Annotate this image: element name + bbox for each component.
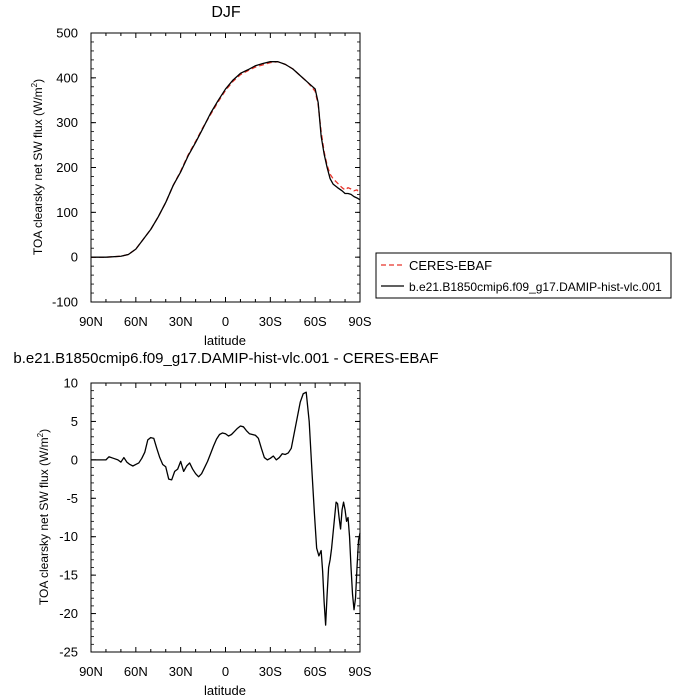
x-axis-label: latitude — [204, 333, 246, 348]
y-axis-label: TOA clearsky net SW flux (W/m2) — [36, 429, 51, 605]
chart-djf-flux: DJF 90N 60N 30N 0 30S 60S 90S -100 0 100 200 300 40… — [30, 4, 372, 348]
chart-title: b.e21.B1850cmip6.f09_g17.DAMIP-hist-vlc.… — [13, 350, 438, 367]
data-lines — [91, 391, 361, 626]
y-tick-label: 0 — [71, 250, 78, 265]
x-tick-label: 90S — [348, 664, 371, 679]
y-tick-label: 400 — [56, 70, 78, 85]
axis-ticks — [90, 32, 361, 303]
y-axis-label-main: TOA clearsky net SW flux (W/m — [31, 87, 45, 255]
y-tick-label: -15 — [59, 568, 78, 583]
chart-difference: b.e21.B1850cmip6.f09_g17.DAMIP-hist-vlc.… — [13, 350, 438, 698]
y-axis-label-close: ) — [37, 429, 51, 433]
x-tick-label: 0 — [222, 664, 229, 679]
y-tick-label: -20 — [59, 606, 78, 621]
y-axis-label-superscript: 2 — [30, 82, 39, 87]
x-tick-label: 90S — [348, 314, 371, 329]
y-tick-label: 500 — [56, 26, 78, 41]
y-tick-label: 200 — [56, 160, 78, 175]
y-tick-label: 100 — [56, 205, 78, 220]
y-tick-label: -100 — [52, 295, 78, 310]
x-tick-label: 60N — [124, 664, 148, 679]
x-tick-labels: 90N 60N 30N 0 30S 60S 90S — [79, 664, 372, 679]
y-axis-label: TOA clearsky net SW flux (W/m2) — [30, 79, 45, 255]
y-tick-label: 300 — [56, 115, 78, 130]
legend-label-model: b.e21.B1850cmip6.f09_g17.DAMIP-hist-vlc.… — [409, 280, 662, 294]
x-tick-label: 30S — [259, 664, 282, 679]
y-tick-label: 10 — [64, 376, 78, 391]
x-tick-label: 0 — [222, 314, 229, 329]
series-line-1 — [91, 61, 361, 258]
y-tick-label: 5 — [71, 414, 78, 429]
x-tick-label: 60N — [124, 314, 148, 329]
x-tick-label: 30N — [169, 664, 193, 679]
x-tick-label: 90N — [79, 664, 103, 679]
y-tick-labels: -100 0 100 200 300 400 500 — [52, 26, 78, 310]
y-axis-label-close: ) — [31, 79, 45, 83]
y-tick-label: -10 — [59, 529, 78, 544]
y-tick-label: -5 — [66, 491, 78, 506]
x-tick-label: 60S — [304, 314, 327, 329]
y-axis-label-main: TOA clearsky net SW flux (W/m — [37, 437, 51, 605]
y-tick-label: 0 — [71, 452, 78, 467]
chart-title: DJF — [211, 4, 241, 21]
x-tick-label: 90N — [79, 314, 103, 329]
x-axis-label: latitude — [204, 683, 246, 698]
difference-line — [91, 391, 361, 626]
data-lines — [91, 61, 361, 258]
legend: CERES-EBAF b.e21.B1850cmip6.f09_g17.DAMI… — [375, 252, 672, 299]
legend-box — [375, 252, 672, 299]
plot-frame — [90, 32, 361, 303]
y-axis-label-superscript: 2 — [36, 432, 45, 437]
axis-ticks — [90, 382, 361, 653]
plot-frame — [90, 382, 361, 653]
x-tick-labels: 90N 60N 30N 0 30S 60S 90S — [79, 314, 372, 329]
legend-label-ceres: CERES-EBAF — [409, 258, 492, 273]
x-tick-label: 30S — [259, 314, 282, 329]
x-tick-label: 60S — [304, 664, 327, 679]
y-tick-labels: -25 -20 -15 -10 -5 0 5 10 — [59, 376, 78, 660]
series-line-0 — [91, 61, 361, 258]
y-tick-label: -25 — [59, 645, 78, 660]
x-tick-label: 30N — [169, 314, 193, 329]
